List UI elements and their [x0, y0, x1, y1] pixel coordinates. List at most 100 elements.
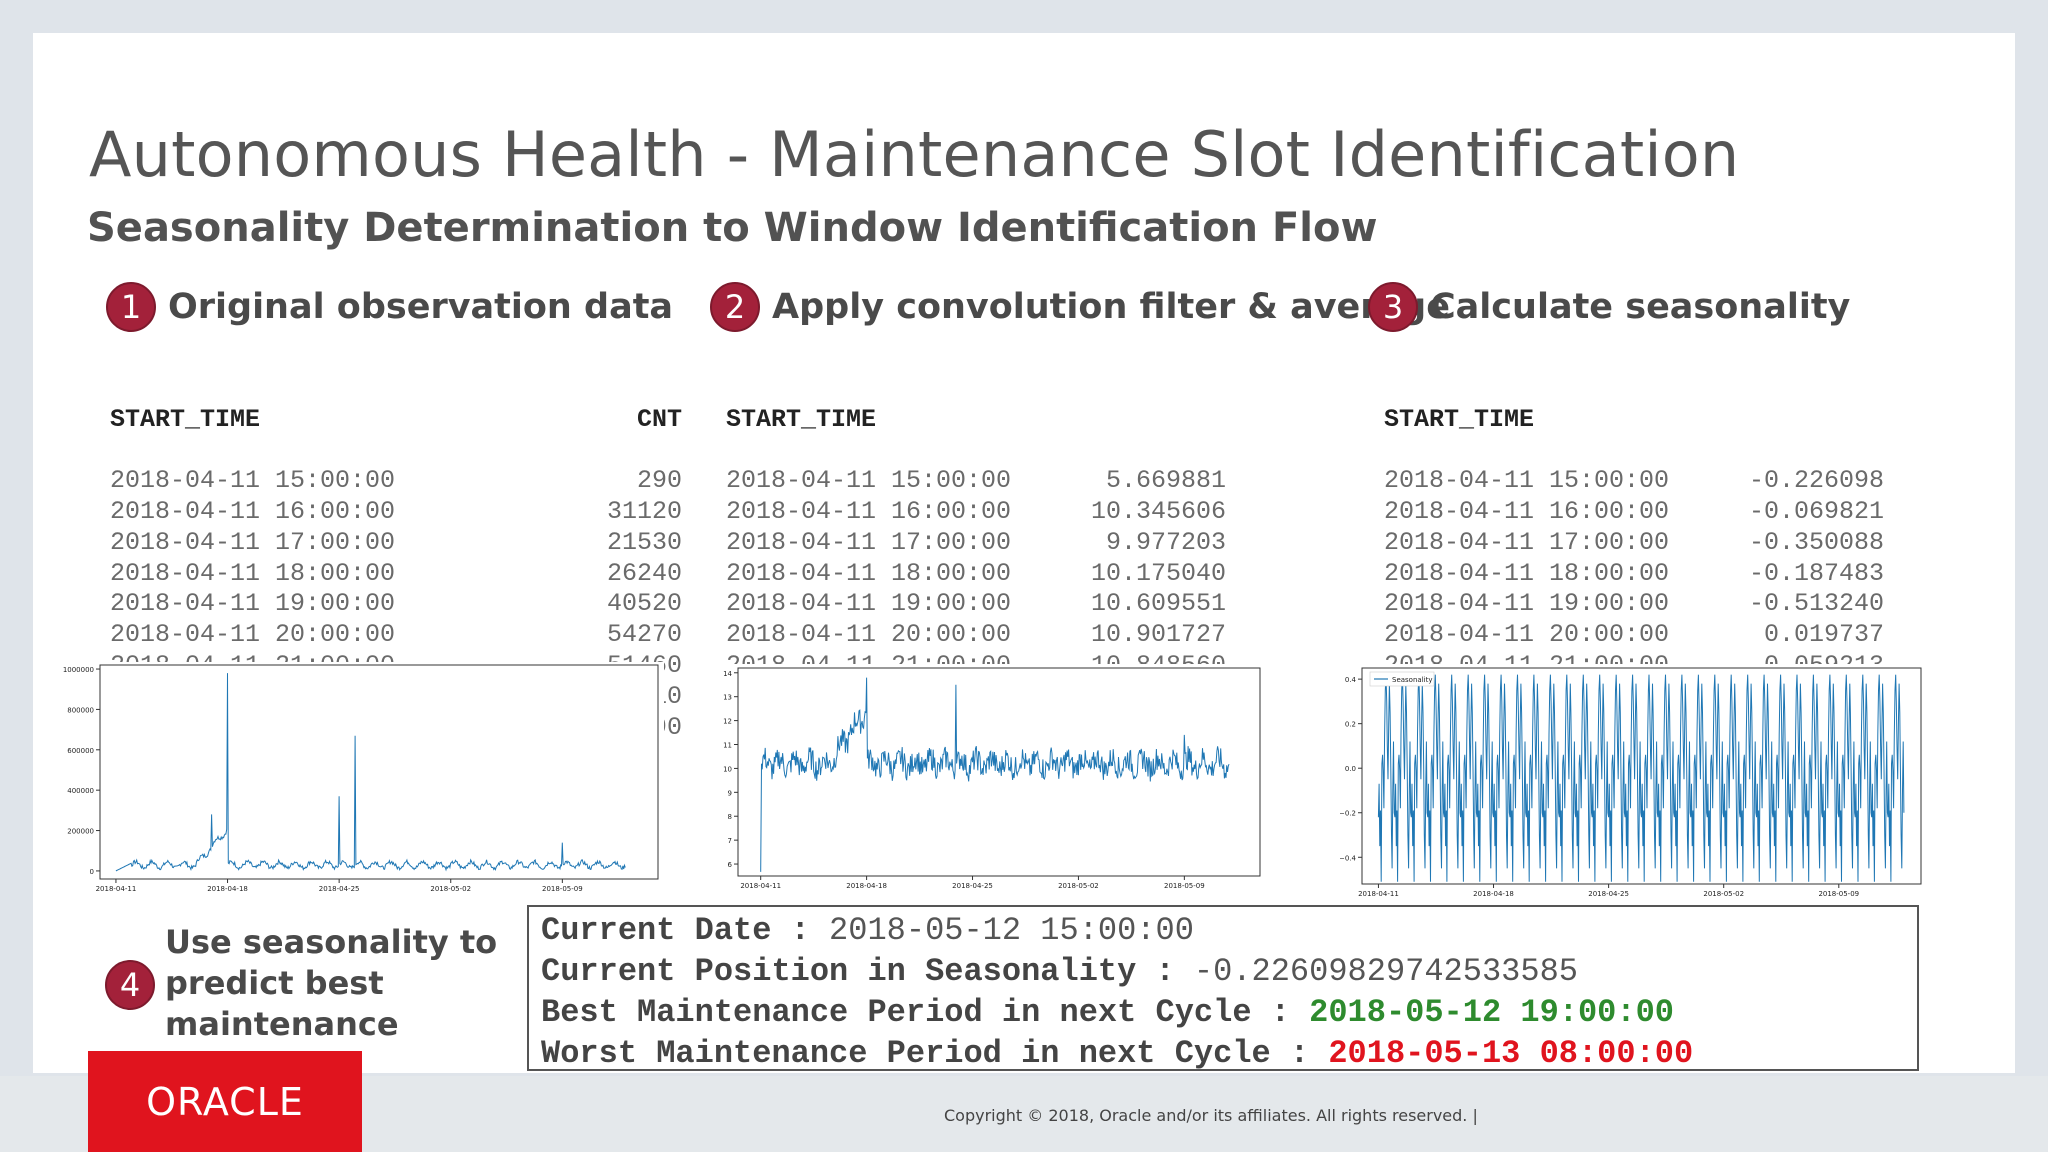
cell-value: 31120: [606, 496, 682, 526]
y-tick-label: 0: [90, 868, 94, 876]
current-date-value: 2018-05-12 15:00:00: [829, 912, 1194, 949]
cell-start-time: 2018-04-11 15:00:00: [726, 466, 1012, 496]
x-tick-label: 2018-05-09: [1164, 882, 1205, 890]
y-tick-label: 600000: [67, 747, 94, 755]
step-2-badge: 2: [710, 282, 760, 332]
x-tick-label: 2018-05-09: [542, 885, 583, 892]
y-tick-label: 0.2: [1345, 721, 1356, 729]
cell-value: 54270: [606, 620, 682, 650]
chart-original-svg: 0 200000 400000 600000 800000 1000000 2018-04-…: [63, 664, 659, 892]
observation-table: START_TIME CNT 2018-04-11 15:00:00 290 201…: [110, 343, 682, 743]
step-2-label: Apply convolution filter & average: [772, 287, 1450, 327]
table-row: 2018-04-11 19:00:00 -0.513240: [1384, 589, 1884, 620]
step-1-label: Original observation data: [168, 287, 674, 327]
cell-value: 40520: [606, 589, 682, 619]
cell-start-time: 2018-04-11 20:00:00: [1384, 620, 1670, 650]
cell-value: 0.019737: [1763, 620, 1884, 650]
y-tick-label: 10: [723, 765, 732, 773]
y-tick-label: 9: [728, 789, 732, 797]
worst-line: Worst Maintenance Period in next Cycle :…: [541, 1033, 1917, 1074]
cell-start-time: 2018-04-11 18:00:00: [726, 558, 1012, 588]
cell-start-time: 2018-04-11 19:00:00: [726, 589, 1012, 619]
result-box: Current Date : 2018-05-12 15:00:00 Curren…: [527, 905, 1919, 1074]
step-3-header: 3 Calculate seasonality: [1368, 282, 1850, 332]
y-tick-label: 0.0: [1345, 765, 1356, 773]
cell-value: 10.175040: [1090, 558, 1226, 588]
x-tick-label: 2018-04-11: [96, 885, 137, 892]
cell-start-time: 2018-04-11 17:00:00: [110, 527, 396, 557]
x-tick-label: 2018-05-02: [430, 885, 471, 892]
cell-start-time: 2018-04-11 20:00:00: [110, 620, 396, 650]
y-tick-label: 8: [728, 813, 732, 821]
x-tick-label: 2018-04-11: [1358, 890, 1399, 898]
cell-value: 21530: [606, 527, 682, 557]
step-4-label: Use seasonality to predict best maintena…: [165, 923, 498, 1084]
header-start-time: START_TIME: [1384, 404, 1535, 434]
worst-value: 2018-05-13 08:00:00: [1328, 1035, 1694, 1072]
cell-value: -0.226098: [1748, 466, 1884, 496]
cell-value: 26240: [606, 558, 682, 588]
step-4-badge: 4: [105, 960, 155, 1010]
chart-convolution: 6 7 8 9 10 11 12 13 14 2018-04-11 2018-04-18 2018-0…: [712, 664, 1264, 894]
header-cnt: CNT: [636, 404, 682, 434]
y-tick-label: −0.2: [1340, 810, 1356, 818]
table-row: 2018-04-11 19:00:00 40520: [110, 589, 682, 620]
cell-value: 10.609551: [1090, 589, 1226, 619]
y-tick-label: 14: [723, 670, 732, 678]
cell-start-time: 2018-04-11 17:00:00: [1384, 527, 1670, 557]
x-tick-label: 2018-04-25: [952, 882, 993, 890]
table-row: 2018-04-11 15:00:00 -0.226098: [1384, 466, 1884, 497]
table-row: 2018-04-11 15:00:00 5.669881: [726, 466, 1226, 497]
table-row: 2018-04-11 16:00:00 31120: [110, 497, 682, 528]
table-row: 2018-04-11 17:00:00 21530: [110, 528, 682, 559]
copyright: Copyright © 2018, Oracle and/or its affi…: [944, 1106, 1478, 1125]
legend-label: Seasonality: [1392, 676, 1432, 684]
cell-start-time: 2018-04-11 16:00:00: [1384, 496, 1670, 526]
current-date-line: Current Date : 2018-05-12 15:00:00: [541, 910, 1917, 951]
y-tick-label: 400000: [67, 787, 94, 795]
oracle-logo-text: ORACLE: [146, 1079, 304, 1124]
table-header: START_TIME: [1384, 405, 1884, 436]
y-tick-label: 800000: [67, 706, 94, 714]
table-row: 2018-04-11 17:00:00 -0.350088: [1384, 528, 1884, 559]
table-header: START_TIME: [726, 405, 1226, 436]
cell-value: 290: [636, 466, 682, 496]
header-start-time: START_TIME: [726, 404, 877, 434]
worst-label: Worst Maintenance Period in next Cycle :: [541, 1035, 1329, 1072]
x-tick-label: 2018-05-02: [1058, 882, 1099, 890]
series-line: [760, 677, 1230, 872]
x-tick-label: 2018-04-18: [207, 885, 248, 892]
cell-start-time: 2018-04-11 15:00:00: [110, 466, 396, 496]
cell-value: -0.513240: [1748, 589, 1884, 619]
best-value: 2018-05-12 19:00:00: [1309, 994, 1674, 1031]
step-1-badge: 1: [106, 282, 156, 332]
cell-start-time: 2018-04-11 20:00:00: [726, 620, 1012, 650]
oracle-logo: ORACLE: [88, 1051, 362, 1152]
table-row: 2018-04-11 20:00:00 10.901727: [726, 620, 1226, 651]
y-tick-label: 11: [723, 742, 732, 750]
table-row: 2018-04-11 16:00:00 10.345606: [726, 497, 1226, 528]
cell-value: -0.350088: [1748, 527, 1884, 557]
slide-title: Autonomous Health - Maintenance Slot Ide…: [89, 118, 1740, 191]
x-tick-label: 2018-04-18: [846, 882, 887, 890]
cell-start-time: 2018-04-11 18:00:00: [1384, 558, 1670, 588]
cell-start-time: 2018-04-11 16:00:00: [726, 496, 1012, 526]
legend-box: [1369, 671, 1435, 687]
cell-start-time: 2018-04-11 15:00:00: [1384, 466, 1670, 496]
table-row: 2018-04-11 20:00:00 0.019737: [1384, 620, 1884, 651]
position-label: Current Position in Seasonality :: [541, 953, 1194, 990]
cell-start-time: 2018-04-11 17:00:00: [726, 527, 1012, 557]
cell-start-time: 2018-04-11 18:00:00: [110, 558, 396, 588]
table-row: 2018-04-11 16:00:00 -0.069821: [1384, 497, 1884, 528]
x-tick-label: 2018-04-18: [1473, 890, 1514, 898]
step-2-header: 2 Apply convolution filter & average: [710, 282, 1450, 332]
y-tick-label: 6: [728, 861, 733, 869]
cell-value: 9.977203: [1105, 527, 1226, 557]
cell-start-time: 2018-04-11 16:00:00: [110, 496, 396, 526]
table-row: 2018-04-11 15:00:00 290: [110, 466, 682, 497]
position-value: -0.22609829742533585: [1193, 953, 1578, 990]
y-tick-label: −0.4: [1340, 854, 1357, 862]
x-tick-label: 2018-04-11: [740, 882, 781, 890]
y-tick-label: 12: [723, 718, 732, 726]
x-tick-label: 2018-05-02: [1703, 890, 1744, 898]
